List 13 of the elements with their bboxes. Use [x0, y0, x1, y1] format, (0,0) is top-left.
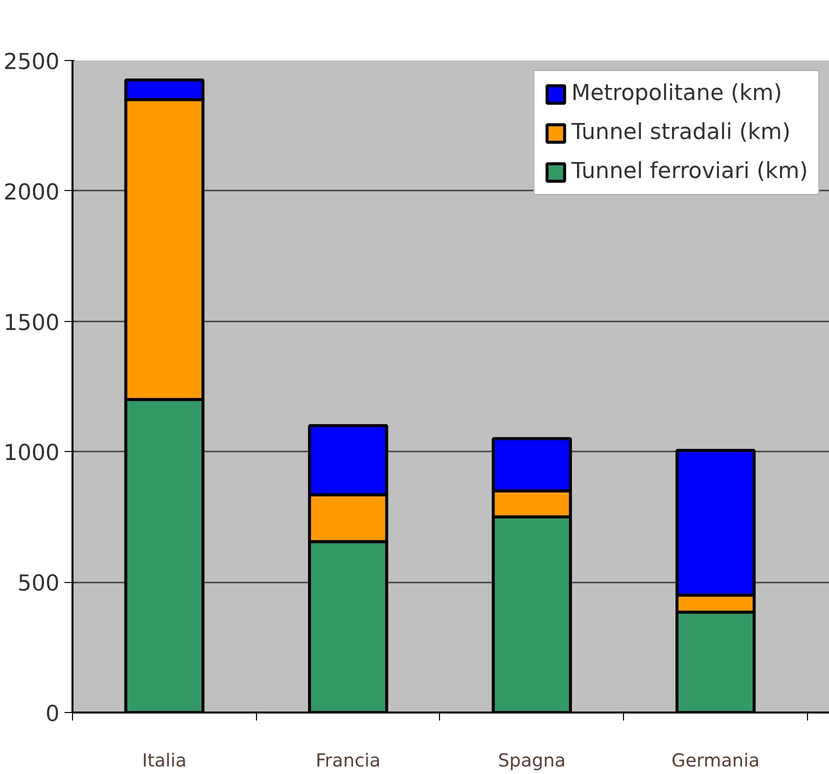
x-tick-label: Spagna	[498, 750, 566, 772]
x-tick-label: Germania	[672, 750, 760, 772]
y-tick-label: 0	[46, 702, 60, 727]
legend-label: Tunnel stradali (km)	[571, 120, 791, 145]
x-tick-label: Italia	[142, 750, 187, 772]
y-tick-label: 2500	[4, 50, 60, 75]
y-tick-label: 1500	[4, 310, 60, 336]
y-tick-label: 1000	[4, 441, 60, 466]
legend-label: Tunnel ferroviari (km)	[571, 159, 808, 184]
x-tick-label: Francia	[316, 750, 381, 772]
legend-label: Metropolitane (km)	[571, 81, 782, 106]
y-tick-label: 500	[18, 572, 60, 597]
y-tick-label: 2000	[4, 180, 60, 206]
